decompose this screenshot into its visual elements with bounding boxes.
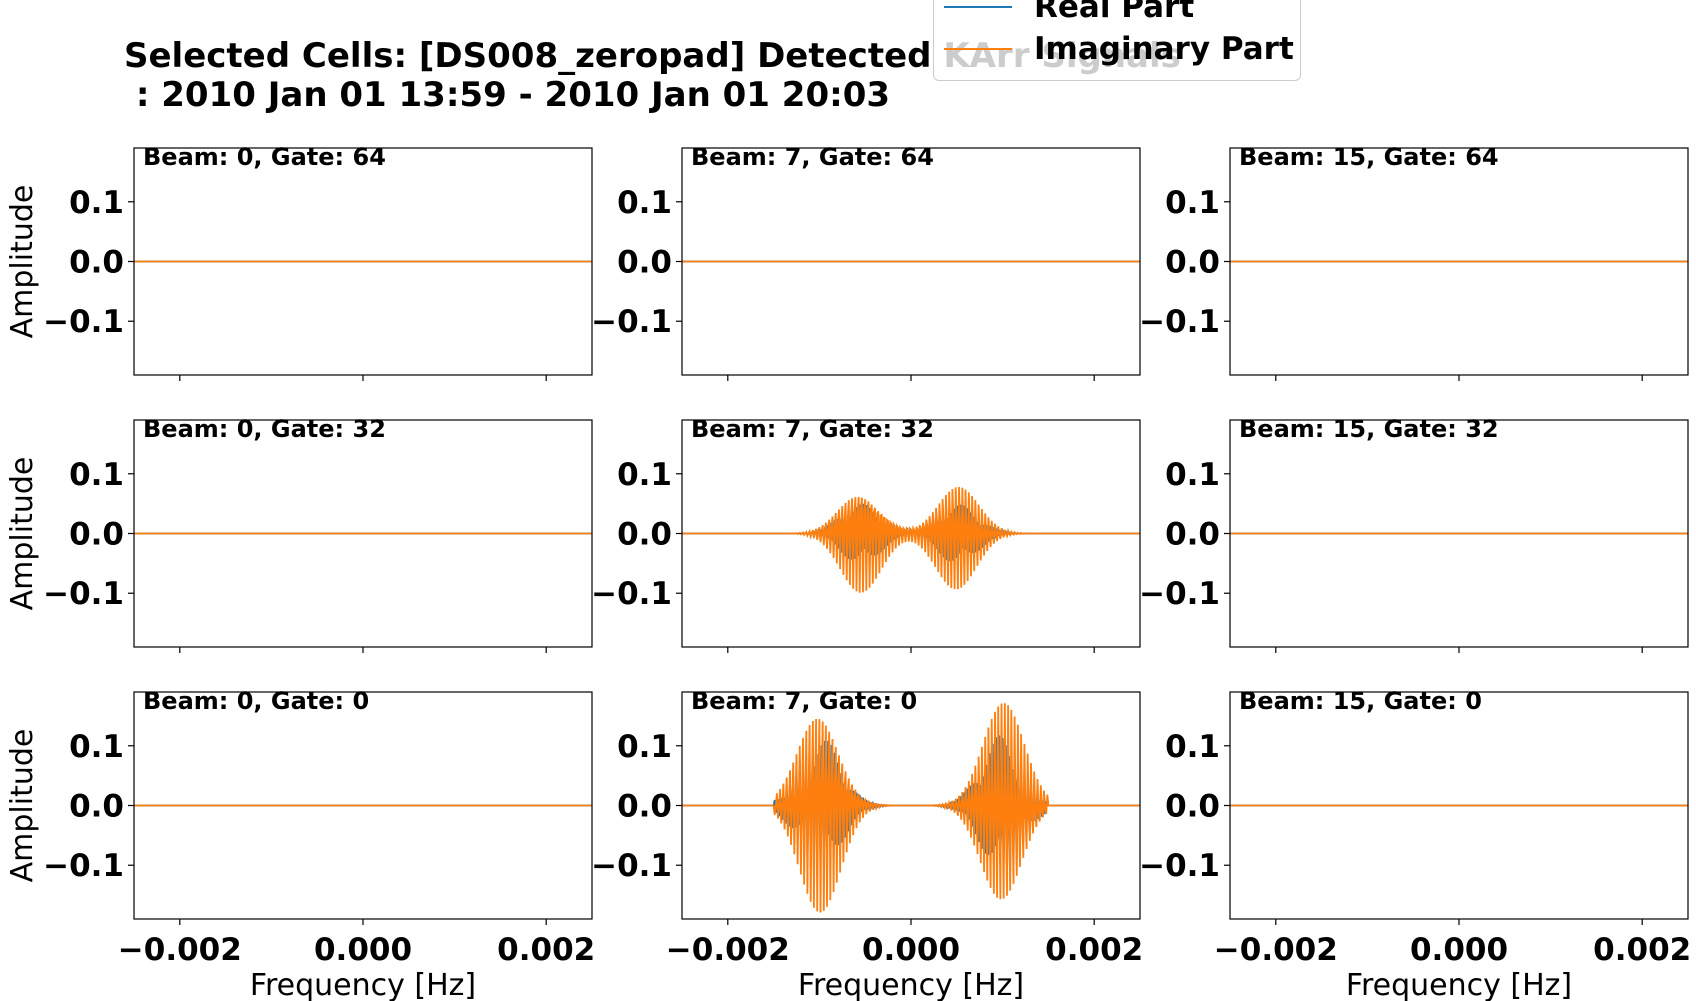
y-tick-label: −0.1 [1139, 576, 1220, 612]
legend-swatch-imaginary [944, 48, 1012, 50]
legend-label-real: Real Part [1034, 0, 1195, 25]
y-tick-label: −0.1 [43, 848, 124, 884]
subplot: Beam: 7, Gate: 0 0.1 0.0 −0.1 −0.002 0.000 0.0… [591, 687, 1143, 1001]
panel-label: Beam: 7, Gate: 32 [691, 415, 934, 443]
y-tick-label: 0.0 [1165, 517, 1220, 553]
panel-label: Beam: 7, Gate: 0 [691, 687, 917, 715]
y-tick-label: 0.1 [69, 457, 124, 493]
y-axis-label: Amplitude [5, 185, 40, 339]
x-tick-label: 0.000 [1410, 932, 1508, 968]
x-axis-label: Frequency [Hz] [250, 968, 476, 1001]
x-axis-label: Frequency [Hz] [798, 968, 1024, 1001]
series-imaginary-line [682, 703, 1140, 913]
y-axis-label: Amplitude [5, 457, 40, 611]
y-tick-label: 0.1 [69, 185, 124, 221]
subplot: Beam: 15, Gate: 64 0.1 0.0 −0.1 [1139, 143, 1689, 381]
y-tick-label: −0.1 [43, 304, 124, 340]
y-tick-label: 0.0 [1165, 789, 1220, 825]
panel-label: Beam: 15, Gate: 32 [1239, 415, 1499, 443]
x-tick-label: 0.000 [314, 932, 412, 968]
subplot: Beam: 15, Gate: 0 0.1 0.0 −0.1 −0.002 0.000 0.… [1139, 687, 1691, 1001]
panel-label: Beam: 15, Gate: 64 [1239, 143, 1499, 171]
subplot: Beam: 15, Gate: 32 0.1 0.0 −0.1 [1139, 415, 1689, 653]
y-tick-label: −0.1 [43, 576, 124, 612]
y-tick-label: 0.0 [617, 789, 672, 825]
legend: Real Part Imaginary Part [933, 0, 1301, 81]
y-tick-label: 0.1 [1165, 729, 1220, 765]
y-tick-label: 0.0 [1165, 245, 1220, 281]
legend-swatch-real [944, 6, 1012, 8]
x-tick-label: 0.002 [1593, 932, 1691, 968]
y-tick-label: 0.0 [69, 517, 124, 553]
x-tick-label: −0.002 [1214, 932, 1338, 968]
subplot: Beam: 7, Gate: 64 0.1 0.0 −0.1 [591, 143, 1141, 381]
y-tick-label: −0.1 [1139, 304, 1220, 340]
panel-label: Beam: 0, Gate: 0 [143, 687, 369, 715]
panel-label: Beam: 0, Gate: 32 [143, 415, 386, 443]
x-tick-label: −0.002 [666, 932, 790, 968]
y-tick-label: 0.1 [617, 457, 672, 493]
legend-entry-imaginary: Imaginary Part [944, 29, 1294, 69]
y-tick-label: 0.0 [69, 245, 124, 281]
y-tick-label: 0.0 [617, 517, 672, 553]
x-tick-label: 0.002 [1045, 932, 1143, 968]
y-tick-label: 0.0 [69, 789, 124, 825]
x-axis-label: Frequency [Hz] [1346, 968, 1572, 1001]
subplot: Beam: 0, Gate: 0 0.1 0.0 −0.1 −0.002 0.000 0.0… [5, 687, 595, 1001]
y-tick-label: −0.1 [591, 576, 672, 612]
series-imaginary-line [682, 486, 1140, 593]
y-tick-label: 0.1 [617, 185, 672, 221]
y-tick-label: −0.1 [591, 304, 672, 340]
legend-label-imaginary: Imaginary Part [1034, 31, 1294, 67]
panel-label: Beam: 0, Gate: 64 [143, 143, 386, 171]
y-tick-label: −0.1 [591, 848, 672, 884]
y-axis-label: Amplitude [5, 729, 40, 883]
x-tick-label: 0.000 [862, 932, 960, 968]
x-tick-label: 0.002 [497, 932, 595, 968]
y-tick-label: 0.1 [69, 729, 124, 765]
panel-label: Beam: 15, Gate: 0 [1239, 687, 1482, 715]
chart-title-line-2: : 2010 Jan 01 13:59 - 2010 Jan 01 20:03 [124, 75, 891, 115]
x-tick-label: −0.002 [118, 932, 242, 968]
subplot: Beam: 7, Gate: 32 0.1 0.0 −0.1 [591, 415, 1141, 653]
panel-label: Beam: 7, Gate: 64 [691, 143, 934, 171]
legend-entry-real: Real Part [944, 0, 1194, 27]
y-tick-label: 0.1 [617, 729, 672, 765]
y-tick-label: −0.1 [1139, 848, 1220, 884]
y-tick-label: 0.1 [1165, 457, 1220, 493]
y-tick-label: 0.1 [1165, 185, 1220, 221]
y-tick-label: 0.0 [617, 245, 672, 281]
